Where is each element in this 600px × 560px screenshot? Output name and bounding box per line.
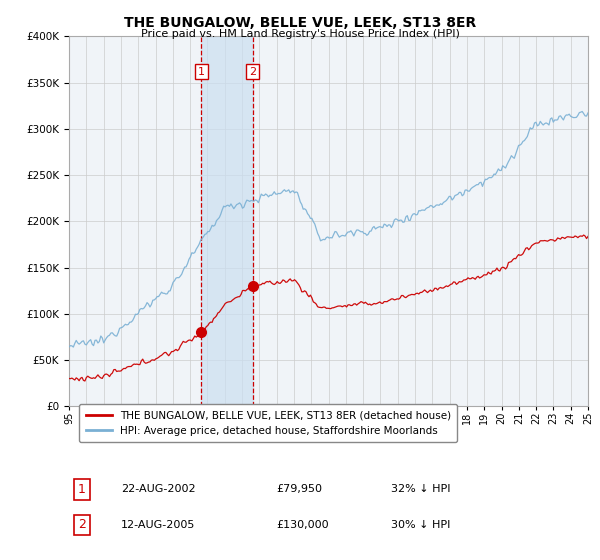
Text: £79,950: £79,950: [277, 484, 323, 494]
Text: 22-AUG-2002: 22-AUG-2002: [121, 484, 196, 494]
Legend: THE BUNGALOW, BELLE VUE, LEEK, ST13 8ER (detached house), HPI: Average price, de: THE BUNGALOW, BELLE VUE, LEEK, ST13 8ER …: [79, 404, 457, 442]
Text: 12-AUG-2005: 12-AUG-2005: [121, 520, 195, 530]
Bar: [201, 36, 253, 407]
Text: £130,000: £130,000: [277, 520, 329, 530]
Text: 2: 2: [78, 519, 86, 531]
Text: 30% ↓ HPI: 30% ↓ HPI: [391, 520, 450, 530]
Text: 1: 1: [198, 67, 205, 77]
Text: Price paid vs. HM Land Registry's House Price Index (HPI): Price paid vs. HM Land Registry's House …: [140, 29, 460, 39]
Text: 2: 2: [249, 67, 256, 77]
Text: 1: 1: [78, 483, 86, 496]
Text: THE BUNGALOW, BELLE VUE, LEEK, ST13 8ER: THE BUNGALOW, BELLE VUE, LEEK, ST13 8ER: [124, 16, 476, 30]
Text: 32% ↓ HPI: 32% ↓ HPI: [391, 484, 450, 494]
